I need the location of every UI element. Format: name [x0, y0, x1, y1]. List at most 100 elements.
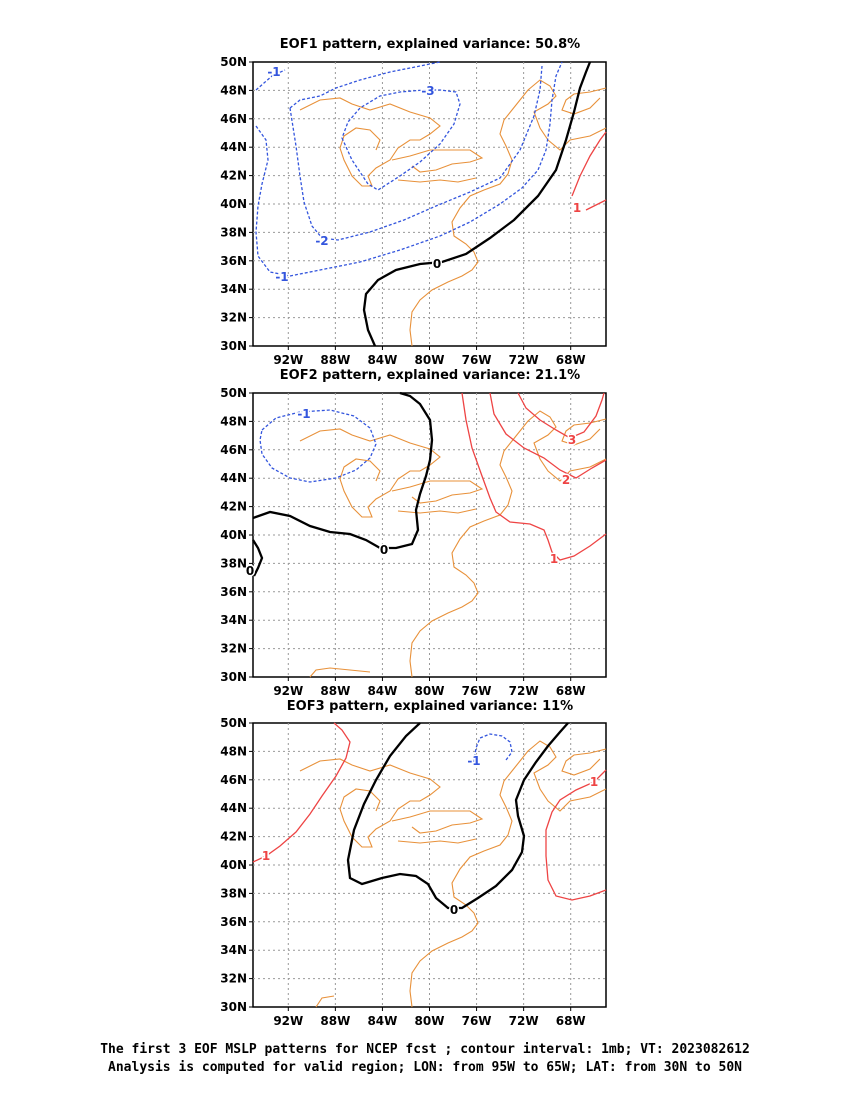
y-tick-label: 48N — [220, 83, 247, 97]
contour-labels: -1 -3 -2 -1 0 1 — [266, 64, 583, 286]
contour-label: 1 — [573, 201, 581, 215]
contours — [252, 722, 607, 910]
x-tick-label: 76W — [462, 684, 492, 698]
y-tick-label: 44N — [220, 140, 247, 154]
x-tick-label: 80W — [415, 1014, 445, 1028]
y-tick-label: 34N — [220, 943, 247, 957]
contour-label: 1 — [262, 849, 270, 863]
coastline-great-lakes — [299, 758, 484, 848]
y-tick-label: 34N — [220, 282, 247, 296]
x-tick-label: 92W — [273, 684, 303, 698]
coastline-south — [315, 995, 335, 1008]
y-tick-label: 30N — [220, 670, 247, 684]
contour-pos1 — [571, 131, 607, 211]
contour-label: 1 — [550, 552, 558, 566]
contour-label: 2 — [562, 473, 570, 487]
panel-eof3: EOF3 pattern, explained variance: 11% -1… — [220, 699, 607, 1028]
x-tick-label: 68W — [556, 684, 586, 698]
contour-label: 0 — [380, 543, 388, 557]
contour-pos1 — [461, 392, 607, 561]
contour-labels: -1 0 0 3 2 1 — [244, 406, 577, 580]
x-axis-ticks: 92W 88W 84W 80W 76W 72W 68W — [273, 346, 586, 367]
contour-label: -2 — [315, 234, 328, 248]
y-tick-label: 30N — [220, 1000, 247, 1014]
contour-neg2 — [289, 61, 543, 241]
x-tick-label: 84W — [367, 684, 397, 698]
panel-title: EOF2 pattern, explained variance: 21.1% — [280, 368, 580, 383]
y-tick-label: 46N — [220, 773, 247, 787]
y-tick-label: 38N — [220, 886, 247, 900]
x-tick-label: 84W — [367, 353, 397, 367]
y-tick-label: 46N — [220, 443, 247, 457]
contour-label: -1 — [275, 270, 288, 284]
coastlines — [299, 740, 607, 1008]
y-tick-label: 38N — [220, 225, 247, 239]
x-tick-label: 80W — [415, 684, 445, 698]
y-tick-label: 36N — [220, 254, 247, 268]
y-tick-label: 32N — [220, 972, 247, 986]
y-tick-label: 42N — [220, 169, 247, 183]
y-tick-label: 40N — [220, 528, 247, 542]
y-tick-label: 46N — [220, 112, 247, 126]
contour-label: -3 — [421, 84, 434, 98]
figure-caption-line-1: The first 3 EOF MSLP patterns for NCEP f… — [100, 1042, 750, 1057]
y-tick-label: 40N — [220, 197, 247, 211]
contour-zero-left — [252, 539, 264, 577]
contour-zero — [252, 391, 434, 550]
contour-pos1-west — [252, 722, 351, 863]
coastline-east — [409, 79, 607, 347]
panel-title: EOF1 pattern, explained variance: 50.8% — [280, 37, 580, 52]
contour-neg3 — [341, 89, 461, 191]
grid-lines — [253, 393, 606, 677]
x-tick-label: 84W — [367, 1014, 397, 1028]
coastline-great-lakes — [299, 97, 484, 187]
contour-neg1 — [259, 409, 377, 483]
contour-label: 0 — [433, 257, 441, 271]
grid-lines — [253, 62, 606, 346]
coastlines — [299, 79, 607, 347]
contour-zero — [362, 61, 592, 347]
x-tick-label: 76W — [462, 353, 492, 367]
contour-pos1-east — [545, 769, 607, 901]
coastline-east-2 — [561, 87, 607, 115]
x-tick-label: 88W — [320, 353, 350, 367]
y-tick-label: 44N — [220, 471, 247, 485]
contours — [252, 391, 607, 577]
y-axis-ticks: 50N 48N 46N 44N 42N 40N 38N 36N 34N 32N 30N — [220, 386, 253, 684]
y-tick-label: 48N — [220, 414, 247, 428]
contour-pos2 — [489, 392, 607, 479]
x-tick-label: 68W — [556, 353, 586, 367]
panel-title: EOF3 pattern, explained variance: 11% — [287, 699, 573, 714]
y-tick-label: 30N — [220, 339, 247, 353]
contour-neg1 — [473, 733, 513, 763]
y-tick-label: 48N — [220, 744, 247, 758]
x-axis-ticks: 92W 88W 84W 80W 76W 72W 68W — [273, 677, 586, 698]
coastline-south — [309, 667, 371, 678]
y-tick-label: 42N — [220, 830, 247, 844]
x-tick-label: 68W — [556, 1014, 586, 1028]
panel-eof2: EOF2 pattern, explained variance: 21.1% … — [220, 368, 607, 698]
y-tick-label: 44N — [220, 801, 247, 815]
contour-labels: -1 0 1 1 — [260, 753, 599, 919]
x-tick-label: 92W — [273, 1014, 303, 1028]
contour-label: 1 — [590, 775, 598, 789]
x-tick-label: 80W — [415, 353, 445, 367]
y-tick-label: 36N — [220, 915, 247, 929]
x-tick-label: 88W — [320, 1014, 350, 1028]
y-tick-label: 42N — [220, 500, 247, 514]
y-tick-label: 36N — [220, 585, 247, 599]
contour-label: 3 — [568, 433, 576, 447]
contours — [255, 61, 607, 347]
contour-label: -1 — [467, 754, 480, 768]
coastline-east-2 — [561, 748, 607, 776]
x-axis-ticks: 92W 88W 84W 80W 76W 72W 68W — [273, 1007, 586, 1028]
x-tick-label: 76W — [462, 1014, 492, 1028]
contour-neg1 — [255, 61, 563, 277]
x-tick-label: 72W — [509, 1014, 539, 1028]
contour-zero — [346, 722, 569, 910]
x-tick-label: 92W — [273, 353, 303, 367]
coastline-east-2 — [561, 418, 607, 446]
y-tick-label: 50N — [220, 716, 247, 730]
coastlines — [299, 410, 607, 678]
